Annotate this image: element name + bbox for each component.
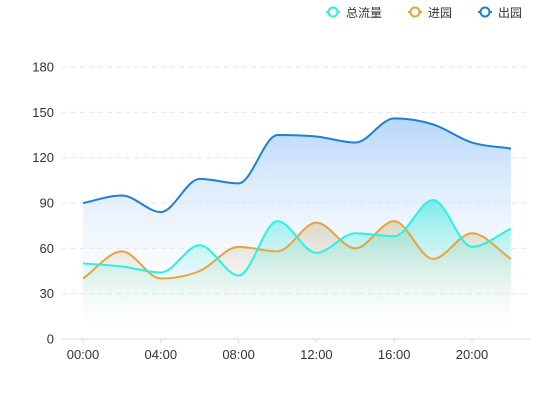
legend-label: 总流量 (345, 5, 382, 20)
series-line-0[interactable] (82, 198, 512, 277)
y-tick-label: 90 (40, 196, 54, 211)
series-line-1[interactable] (82, 220, 512, 280)
legend-marker-icon (407, 6, 422, 18)
x-tick-label: 04:00 (145, 347, 178, 362)
x-tick-label: 12:00 (300, 347, 333, 362)
x-tick-label: 08:00 (222, 347, 255, 362)
axes: 0 30 60 90 120 150 180 00:00 04:00 08:00 12:00 16:0… (32, 60, 530, 362)
legend-item-total[interactable]: 总流量 (325, 2, 382, 22)
y-tick-label: 150 (32, 105, 54, 120)
series-line-2[interactable] (82, 117, 512, 214)
legend-item-exit[interactable]: 出园 (477, 2, 522, 22)
legend-marker-icon (477, 6, 492, 18)
y-tick-label: 180 (32, 60, 54, 75)
x-tick-label: 00:00 (67, 347, 100, 362)
chart-legend: 总流量 进园 出园 (325, 2, 522, 22)
legend-label: 进园 (427, 5, 452, 20)
legend-label: 出园 (497, 5, 522, 20)
x-tick-label: 20:00 (456, 347, 489, 362)
series-lines (82, 117, 512, 280)
series-areas (83, 118, 511, 325)
y-tick-label: 60 (40, 241, 54, 256)
legend-item-enter[interactable]: 进园 (407, 2, 452, 22)
legend-marker-icon (325, 6, 340, 18)
y-tick-label: 30 (40, 286, 54, 301)
y-tick-label: 120 (32, 150, 54, 165)
y-tick-label: 0 (47, 332, 54, 347)
x-tick-label: 16:00 (378, 347, 411, 362)
